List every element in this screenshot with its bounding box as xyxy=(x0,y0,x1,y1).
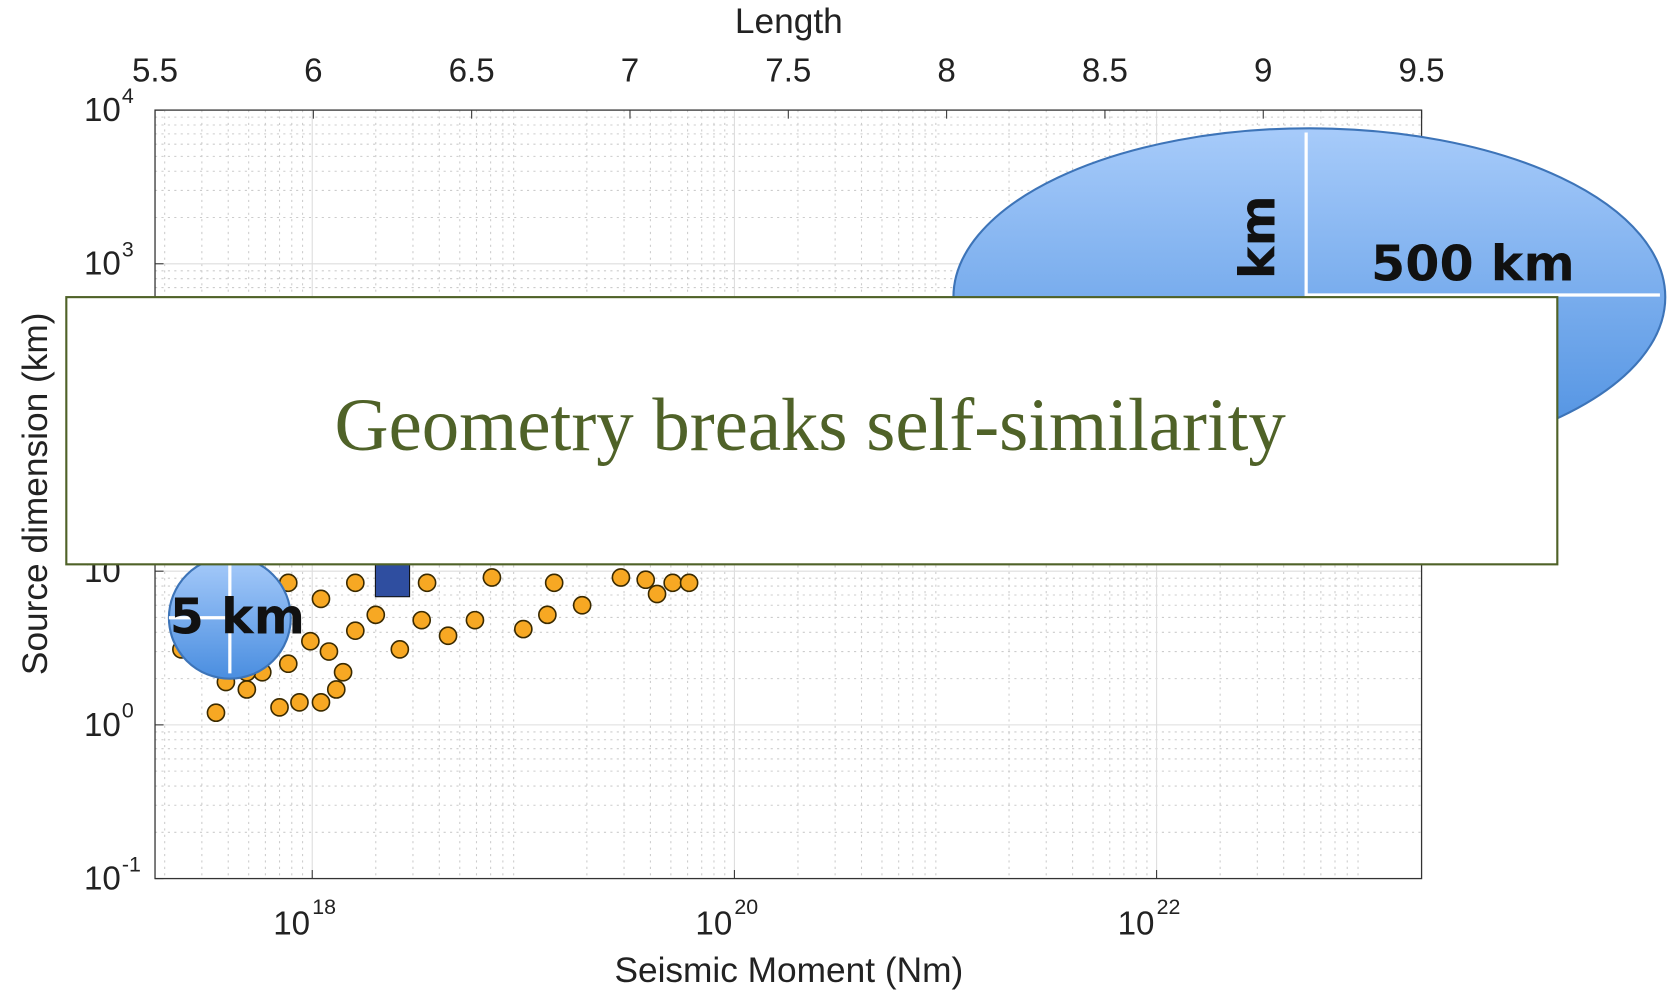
top-tick-label: 8.5 xyxy=(1082,52,1128,89)
x-tick-exponent: 22 xyxy=(1157,895,1181,919)
mean-marker xyxy=(374,559,411,598)
point xyxy=(311,589,331,609)
point xyxy=(412,610,432,630)
y-tick-label: 10 xyxy=(84,860,121,897)
point xyxy=(311,693,331,712)
y-tick-exponent: 0 xyxy=(122,699,134,723)
top-tick-label: 6.5 xyxy=(449,52,495,89)
large-vertical-label: km xyxy=(1229,195,1287,279)
point xyxy=(572,595,592,615)
point xyxy=(278,654,298,674)
x-tick-label: 10 xyxy=(273,905,310,942)
top-tick-label: 9 xyxy=(1254,52,1272,89)
top-tick-label: 9.5 xyxy=(1399,52,1445,89)
point xyxy=(237,680,257,699)
x-tick-exponent: 18 xyxy=(312,895,336,919)
point xyxy=(465,610,485,630)
x-tick-label: 10 xyxy=(695,905,732,942)
point xyxy=(326,680,346,699)
point xyxy=(538,605,557,625)
point xyxy=(663,573,683,593)
point xyxy=(482,568,502,587)
point xyxy=(438,626,458,646)
point xyxy=(270,698,289,717)
point xyxy=(345,573,365,593)
x-tick-label: 10 xyxy=(1118,905,1155,942)
y-tick-label: 10 xyxy=(84,707,121,744)
y-tick-exponent: 4 xyxy=(122,84,134,108)
top-axis-title: Length xyxy=(735,2,843,41)
point xyxy=(290,693,309,712)
point xyxy=(206,703,226,723)
point xyxy=(390,639,410,659)
point xyxy=(544,573,564,593)
point xyxy=(333,662,353,682)
callout-box xyxy=(65,296,1559,566)
y-tick-label: 10 xyxy=(84,92,121,129)
x-axis-label: Seismic Moment (Nm) xyxy=(614,951,963,990)
y-tick-exponent: 3 xyxy=(122,238,134,262)
point xyxy=(301,631,320,651)
y-tick-exponent: -1 xyxy=(122,852,141,876)
top-tick-label: 6 xyxy=(304,52,322,89)
point xyxy=(345,621,365,641)
point xyxy=(647,584,667,604)
small-label: 5 km xyxy=(170,587,305,645)
large-label: 500 km xyxy=(1371,235,1575,293)
point xyxy=(679,573,699,593)
point xyxy=(636,570,656,590)
point xyxy=(611,568,631,587)
point xyxy=(513,619,533,639)
top-tick-label: 5.5 xyxy=(132,52,178,89)
point xyxy=(366,605,386,625)
y-axis-label: Source dimension (km) xyxy=(16,313,55,676)
point xyxy=(319,642,339,661)
top-tick-label: 7.5 xyxy=(765,52,811,89)
y-tick-label: 10 xyxy=(84,246,121,283)
point xyxy=(417,573,437,593)
top-tick-label: 7 xyxy=(621,52,639,89)
top-tick-label: 8 xyxy=(937,52,955,89)
callout-text: Geometry breaks self-similarity xyxy=(335,384,1287,467)
x-tick-exponent: 20 xyxy=(734,895,758,919)
